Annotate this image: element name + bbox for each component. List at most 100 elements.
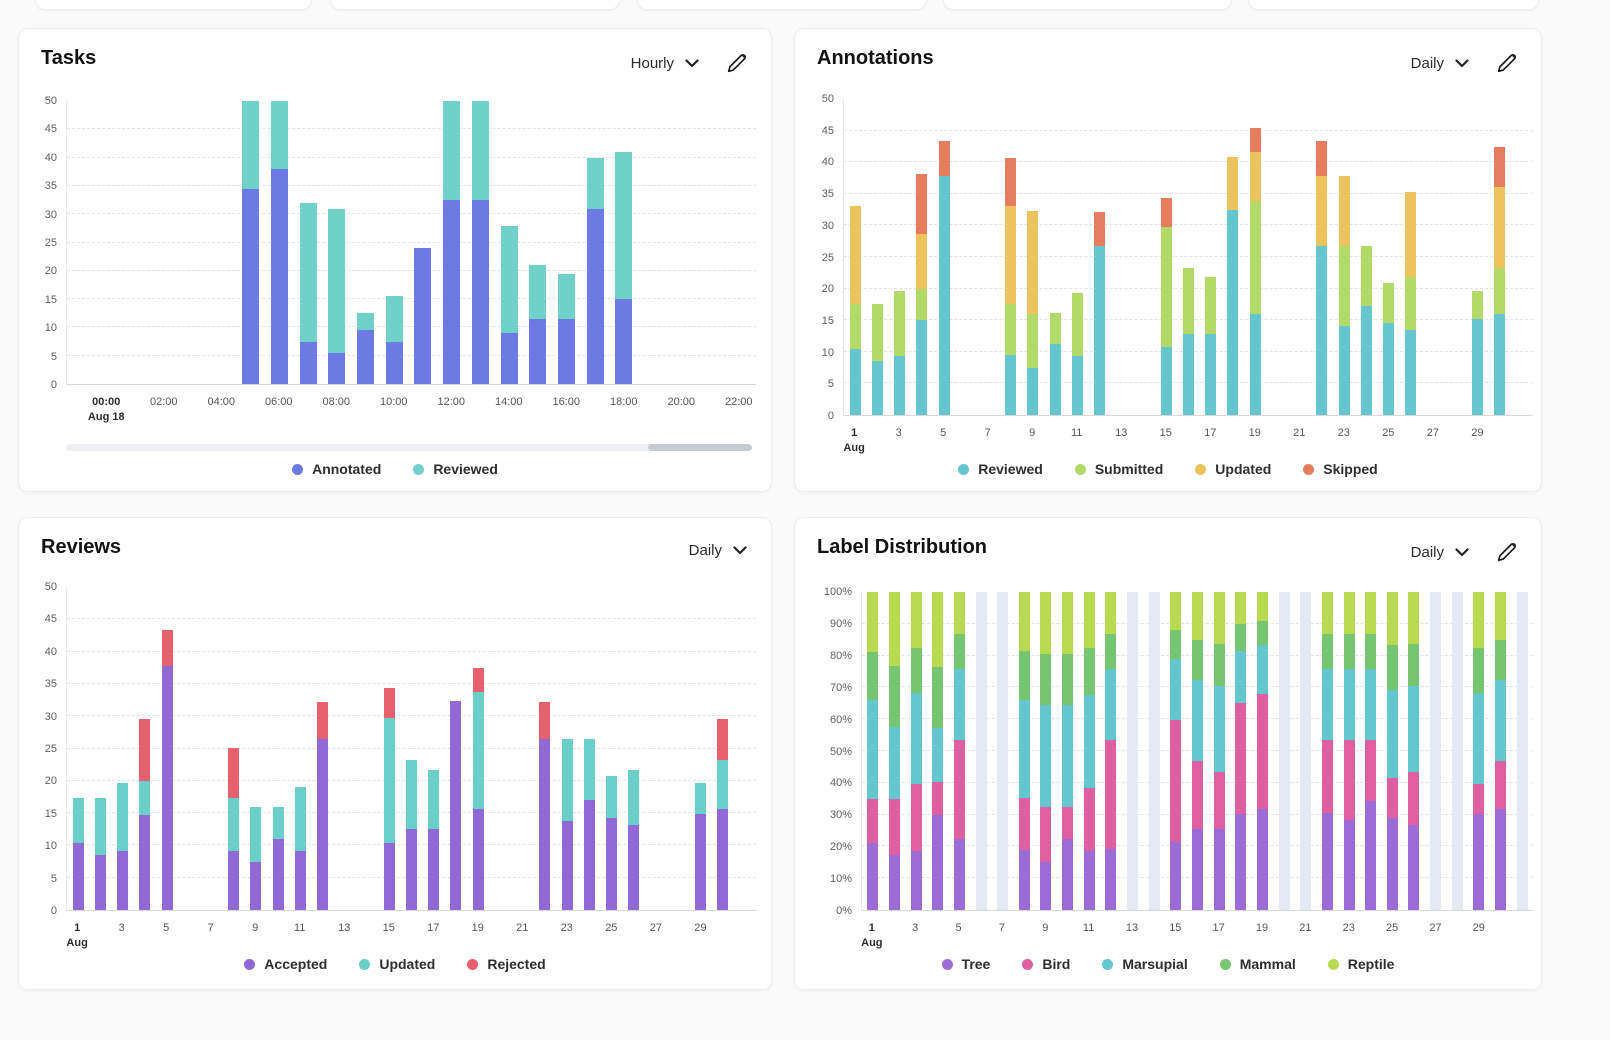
- stacked-bar[interactable]: [294, 786, 306, 910]
- bird-segment[interactable]: [1213, 771, 1225, 829]
- annotated-segment[interactable]: [328, 352, 346, 384]
- updated-segment[interactable]: [228, 797, 240, 851]
- bird-segment[interactable]: [1473, 784, 1485, 814]
- stacked-bar[interactable]: [1256, 592, 1268, 910]
- stacked-bar[interactable]: [1027, 210, 1039, 415]
- updated-segment[interactable]: [916, 234, 928, 289]
- stacked-bar[interactable]: [916, 173, 928, 415]
- updated-segment[interactable]: [72, 797, 84, 843]
- mammal-segment[interactable]: [1343, 633, 1355, 670]
- stacked-bar[interactable]: [357, 313, 375, 384]
- submitted-segment[interactable]: [1183, 267, 1194, 335]
- updated-segment[interactable]: [1494, 186, 1506, 268]
- bird-segment[interactable]: [1343, 739, 1355, 821]
- submitted-segment[interactable]: [849, 304, 861, 349]
- mammal-segment[interactable]: [953, 634, 965, 670]
- skipped-segment[interactable]: [1249, 128, 1261, 153]
- range-dropdown[interactable]: Daily: [689, 542, 747, 559]
- marsupial-segment[interactable]: [1235, 650, 1247, 704]
- updated-segment[interactable]: [1405, 191, 1417, 278]
- stacked-bar[interactable]: [1494, 147, 1506, 415]
- submitted-segment[interactable]: [1160, 226, 1172, 348]
- accepted-segment[interactable]: [139, 815, 151, 910]
- updated-segment[interactable]: [1249, 152, 1261, 201]
- stacked-bar[interactable]: [1062, 592, 1074, 910]
- annotated-segment[interactable]: [414, 248, 432, 384]
- rejected-segment[interactable]: [161, 630, 173, 666]
- stacked-bar[interactable]: [1094, 211, 1106, 415]
- legend-item-annotated[interactable]: Annotated: [292, 461, 381, 477]
- annotated-segment[interactable]: [615, 299, 633, 384]
- mammal-segment[interactable]: [1495, 640, 1507, 681]
- submitted-segment[interactable]: [894, 290, 906, 357]
- stacked-bar[interactable]: [385, 296, 403, 384]
- updated-segment[interactable]: [1027, 210, 1039, 314]
- mammal-segment[interactable]: [1473, 647, 1485, 694]
- legend-item-marsupial[interactable]: Marsupial: [1102, 956, 1188, 972]
- reviewed-segment[interactable]: [529, 265, 547, 319]
- stacked-bar[interactable]: [450, 700, 462, 910]
- updated-segment[interactable]: [694, 783, 706, 815]
- stacked-bar[interactable]: [1365, 592, 1377, 910]
- reviewed-segment[interactable]: [1183, 334, 1194, 415]
- stacked-bar[interactable]: [1316, 141, 1328, 415]
- stacked-bar[interactable]: [161, 630, 173, 910]
- accepted-segment[interactable]: [161, 665, 173, 910]
- updated-segment[interactable]: [1005, 206, 1017, 305]
- updated-segment[interactable]: [294, 786, 306, 852]
- bird-segment[interactable]: [1062, 807, 1074, 839]
- marsupial-segment[interactable]: [1105, 669, 1117, 740]
- updated-segment[interactable]: [717, 760, 729, 810]
- annotated-segment[interactable]: [270, 168, 288, 384]
- updated-segment[interactable]: [117, 783, 129, 852]
- tree-segment[interactable]: [1235, 813, 1247, 910]
- marsupial-segment[interactable]: [1062, 704, 1074, 808]
- stacked-bar[interactable]: [1183, 267, 1194, 415]
- reptile-segment[interactable]: [1256, 592, 1268, 622]
- reptile-segment[interactable]: [1473, 592, 1485, 648]
- stacked-bar[interactable]: [910, 592, 922, 910]
- bird-segment[interactable]: [1321, 739, 1333, 814]
- reptile-segment[interactable]: [1062, 592, 1074, 655]
- updated-segment[interactable]: [428, 770, 440, 829]
- edit-chart-button[interactable]: [1497, 53, 1517, 73]
- reptile-segment[interactable]: [1083, 592, 1095, 648]
- stacked-bar[interactable]: [1495, 592, 1507, 910]
- marsupial-segment[interactable]: [1386, 689, 1398, 779]
- updated-segment[interactable]: [406, 759, 417, 829]
- reptile-segment[interactable]: [1235, 592, 1247, 624]
- reviewed-segment[interactable]: [1205, 334, 1217, 415]
- reviewed-segment[interactable]: [1360, 306, 1372, 415]
- stacked-bar[interactable]: [472, 667, 484, 910]
- reviewed-segment[interactable]: [443, 101, 461, 201]
- scrollbar-thumb[interactable]: [648, 444, 752, 451]
- bird-segment[interactable]: [1365, 739, 1377, 801]
- marsupial-segment[interactable]: [932, 727, 944, 783]
- tree-segment[interactable]: [1083, 851, 1095, 910]
- bird-segment[interactable]: [910, 784, 922, 851]
- annotated-segment[interactable]: [471, 200, 489, 384]
- reptile-segment[interactable]: [888, 592, 900, 667]
- reptile-segment[interactable]: [1386, 592, 1398, 646]
- marsupial-segment[interactable]: [1040, 704, 1052, 808]
- stacked-bar[interactable]: [94, 797, 106, 910]
- accepted-segment[interactable]: [428, 828, 440, 910]
- stacked-bar[interactable]: [558, 273, 576, 384]
- marsupial-segment[interactable]: [1321, 669, 1333, 740]
- bird-segment[interactable]: [1083, 787, 1095, 852]
- reviewed-segment[interactable]: [357, 313, 375, 331]
- stacked-bar[interactable]: [1235, 592, 1247, 910]
- reviewed-segment[interactable]: [1471, 318, 1483, 415]
- stacked-bar[interactable]: [1192, 592, 1203, 910]
- stacked-bar[interactable]: [1408, 592, 1420, 910]
- submitted-segment[interactable]: [1005, 304, 1017, 355]
- annotated-segment[interactable]: [500, 333, 518, 384]
- submitted-segment[interactable]: [1338, 245, 1350, 326]
- tree-segment[interactable]: [1062, 838, 1074, 910]
- stacked-bar[interactable]: [1170, 592, 1182, 910]
- reviewed-segment[interactable]: [1027, 367, 1039, 415]
- reviewed-segment[interactable]: [558, 273, 576, 319]
- mammal-segment[interactable]: [910, 647, 922, 694]
- marsupial-segment[interactable]: [1170, 659, 1182, 721]
- bird-segment[interactable]: [932, 782, 944, 816]
